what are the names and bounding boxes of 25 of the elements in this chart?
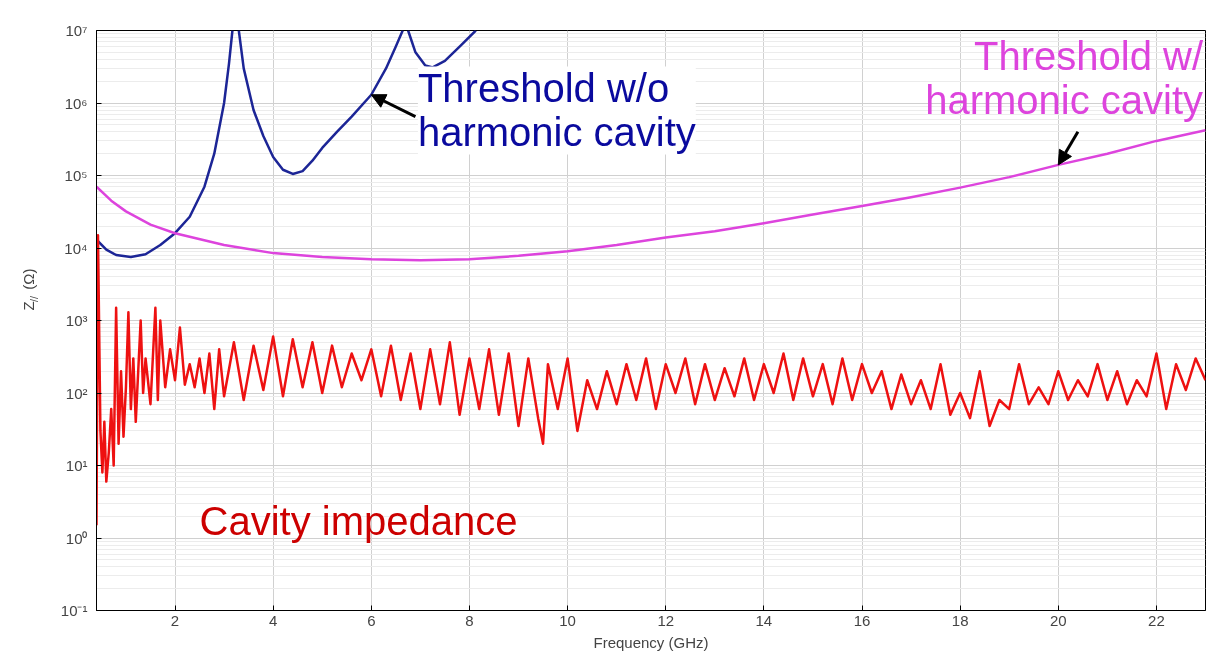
x-tick-label: 10 <box>559 611 576 629</box>
y-tick-label: 10² <box>65 384 88 402</box>
x-tick-label: 18 <box>951 611 969 629</box>
x-axis-title: Frequency (GHz) <box>593 633 709 651</box>
y-tick-label: 10⁻¹ <box>60 602 88 619</box>
x-tick-label: 12 <box>657 611 675 629</box>
x-tick-label: 6 <box>367 611 376 629</box>
x-tick-label: 14 <box>755 611 773 629</box>
y-tick-label: 10¹ <box>65 457 88 474</box>
series-label: Threshold w/ harmonic cavity <box>925 33 1204 122</box>
y-tick-label: 10⁷ <box>65 22 88 39</box>
x-tick-label: 22 <box>1148 611 1165 629</box>
x-tick-label: 2 <box>170 611 180 629</box>
x-tick-label: 8 <box>465 611 474 629</box>
y-tick-label: 10⁰ <box>65 529 88 547</box>
y-axis-title: Z// (Ω) <box>20 268 40 311</box>
y-tick-label: 10³ <box>65 312 88 329</box>
x-tick-label: 20 <box>1049 611 1067 629</box>
x-tick-label: 4 <box>268 611 278 629</box>
x-tick-label: 16 <box>853 611 871 629</box>
y-tick-label: 10⁵ <box>64 167 88 184</box>
series-label: Cavity impedance <box>199 498 518 543</box>
y-tick-label: 10⁴ <box>64 239 88 257</box>
y-tick-label: 10⁶ <box>64 94 88 112</box>
series-label: Threshold w/o harmonic cavity <box>417 66 696 155</box>
